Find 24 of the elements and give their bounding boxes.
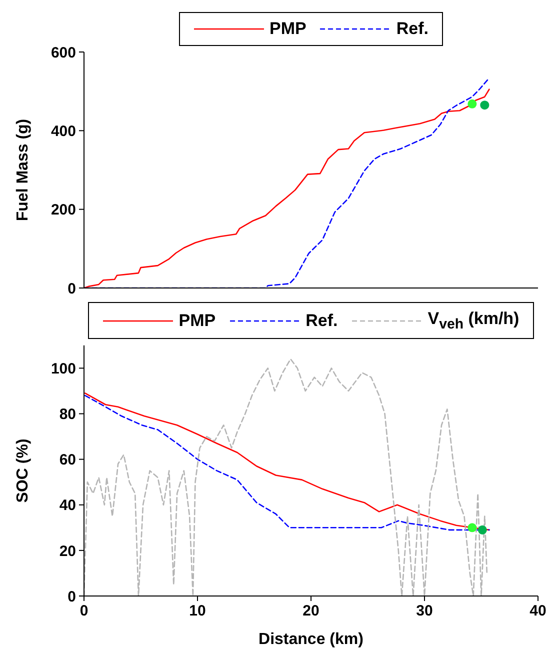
legend-label: PMP — [178, 310, 216, 331]
line-series — [84, 358, 488, 596]
y-tick-label: 60 — [59, 452, 76, 469]
legend-label: Ref. — [396, 19, 428, 39]
legend-label: PMP — [270, 19, 306, 39]
y-tick-label: 40 — [59, 497, 76, 514]
x-axis-title: Distance (km) — [258, 631, 364, 648]
y-axis-title: SOC (%) — [14, 438, 32, 503]
y-tick-label: 80 — [59, 406, 76, 424]
y-tick-label: 600 — [50, 44, 76, 62]
y-tick-label: 0 — [68, 280, 76, 298]
y-tick-label: 0 — [68, 588, 76, 606]
y-tick-label: 20 — [59, 542, 76, 560]
y-tick-label: 200 — [50, 202, 76, 219]
legend-label: V$_{veh}$ (km/h) — [428, 309, 520, 332]
x-tick-label: 20 — [302, 602, 320, 620]
x-tick-label: 10 — [189, 602, 206, 620]
y-tick-label: 400 — [50, 122, 76, 140]
legend-label: Ref. — [306, 310, 338, 331]
y-tick-label: 100 — [50, 360, 76, 378]
x-tick-label: 40 — [530, 602, 546, 620]
x-tick-label: 0 — [80, 602, 88, 620]
x-tick-label: 30 — [416, 602, 433, 620]
y-axis-title: Fuel Mass (g) — [14, 118, 32, 222]
